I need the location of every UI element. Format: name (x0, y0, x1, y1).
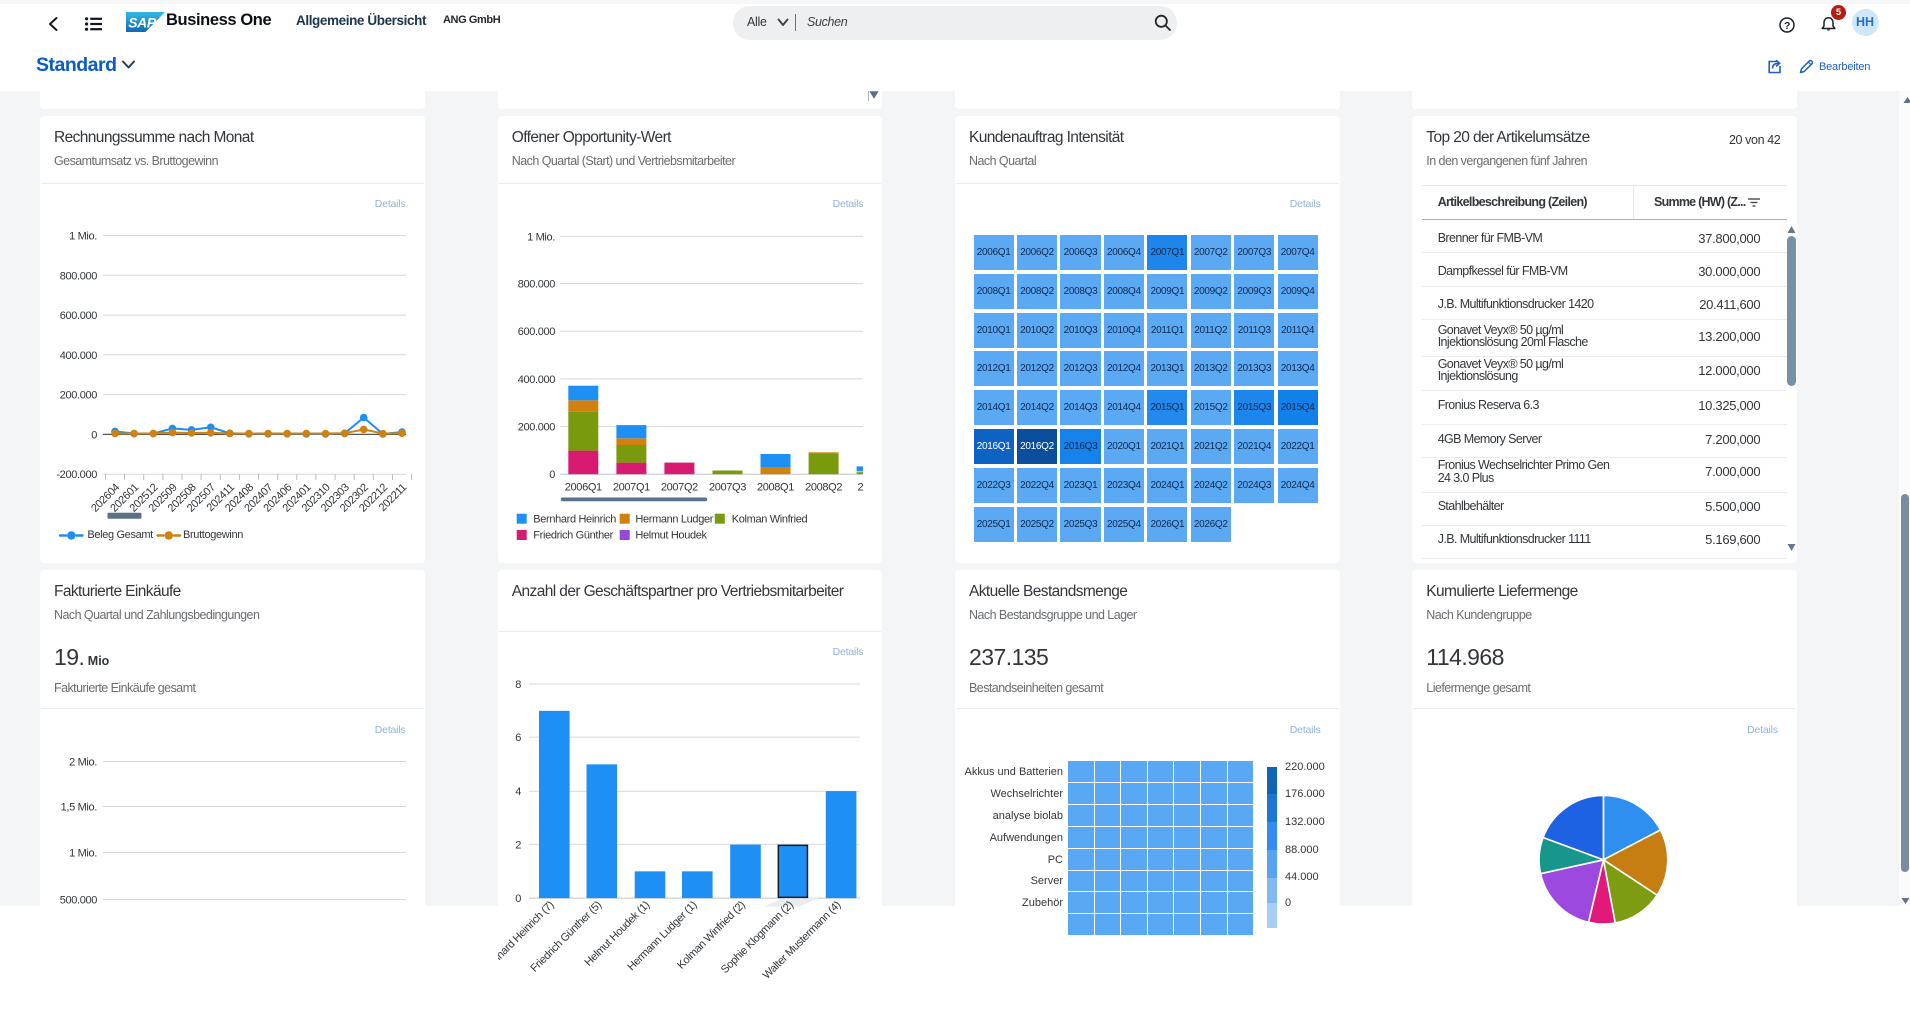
svg-text:2 Mio.: 2 Mio. (69, 756, 97, 768)
svg-text:Beleg Gesamt: Beleg Gesamt (87, 529, 153, 541)
svg-text:0: 0 (91, 429, 97, 441)
svg-text:6: 6 (515, 732, 521, 744)
svg-text:200.000: 200.000 (60, 389, 98, 401)
svg-text:2006Q1: 2006Q1 (565, 481, 602, 493)
svg-text:2007Q1: 2007Q1 (613, 481, 650, 493)
svg-text:2008Q3: 2008Q3 (857, 481, 882, 493)
svg-text:2007Q2: 2007Q2 (661, 481, 698, 493)
svg-text:400.000: 400.000 (517, 373, 555, 385)
svg-text:Friedrich Günther: Friedrich Günther (533, 529, 613, 541)
svg-text:400.000: 400.000 (60, 349, 98, 361)
svg-text:0: 0 (549, 469, 555, 481)
svg-text:2007Q3: 2007Q3 (709, 481, 746, 493)
svg-text:800.000: 800.000 (517, 278, 555, 290)
svg-text:Hermann Ludger: Hermann Ludger (635, 513, 713, 525)
svg-text:Helmut Houdek: Helmut Houdek (635, 529, 707, 541)
svg-text:1 Mio.: 1 Mio. (69, 847, 97, 859)
svg-text:2008Q2: 2008Q2 (805, 481, 842, 493)
svg-text:0: 0 (515, 893, 521, 905)
svg-text:2: 2 (515, 839, 521, 851)
svg-text:600.000: 600.000 (517, 326, 555, 338)
svg-text:1,5 Mio.: 1,5 Mio. (61, 801, 98, 813)
svg-text:-200.000: -200.000 (56, 469, 97, 481)
svg-text:Walter Mustermann (4): Walter Mustermann (4) (760, 899, 843, 982)
svg-text:600.000: 600.000 (60, 310, 98, 322)
svg-text:200.000: 200.000 (517, 421, 555, 433)
svg-text:8: 8 (515, 679, 521, 691)
svg-text:4: 4 (515, 786, 521, 798)
svg-text:2008Q1: 2008Q1 (757, 481, 794, 493)
svg-text:Bernhard Heinrich: Bernhard Heinrich (533, 513, 616, 525)
svg-text:1 Mio.: 1 Mio. (527, 231, 555, 243)
svg-text:SAP: SAP (128, 15, 157, 31)
svg-text:Kolman Winfried: Kolman Winfried (732, 513, 808, 525)
svg-text:500.000: 500.000 (60, 894, 98, 906)
svg-text:1 Mio.: 1 Mio. (69, 230, 97, 242)
svg-text:Bruttogewinn: Bruttogewinn (183, 529, 243, 541)
svg-text:800.000: 800.000 (60, 270, 98, 282)
svg-text:Bernhard Heinrich (7): Bernhard Heinrich (7) (498, 899, 556, 977)
svg-text:?: ? (1784, 20, 1790, 32)
